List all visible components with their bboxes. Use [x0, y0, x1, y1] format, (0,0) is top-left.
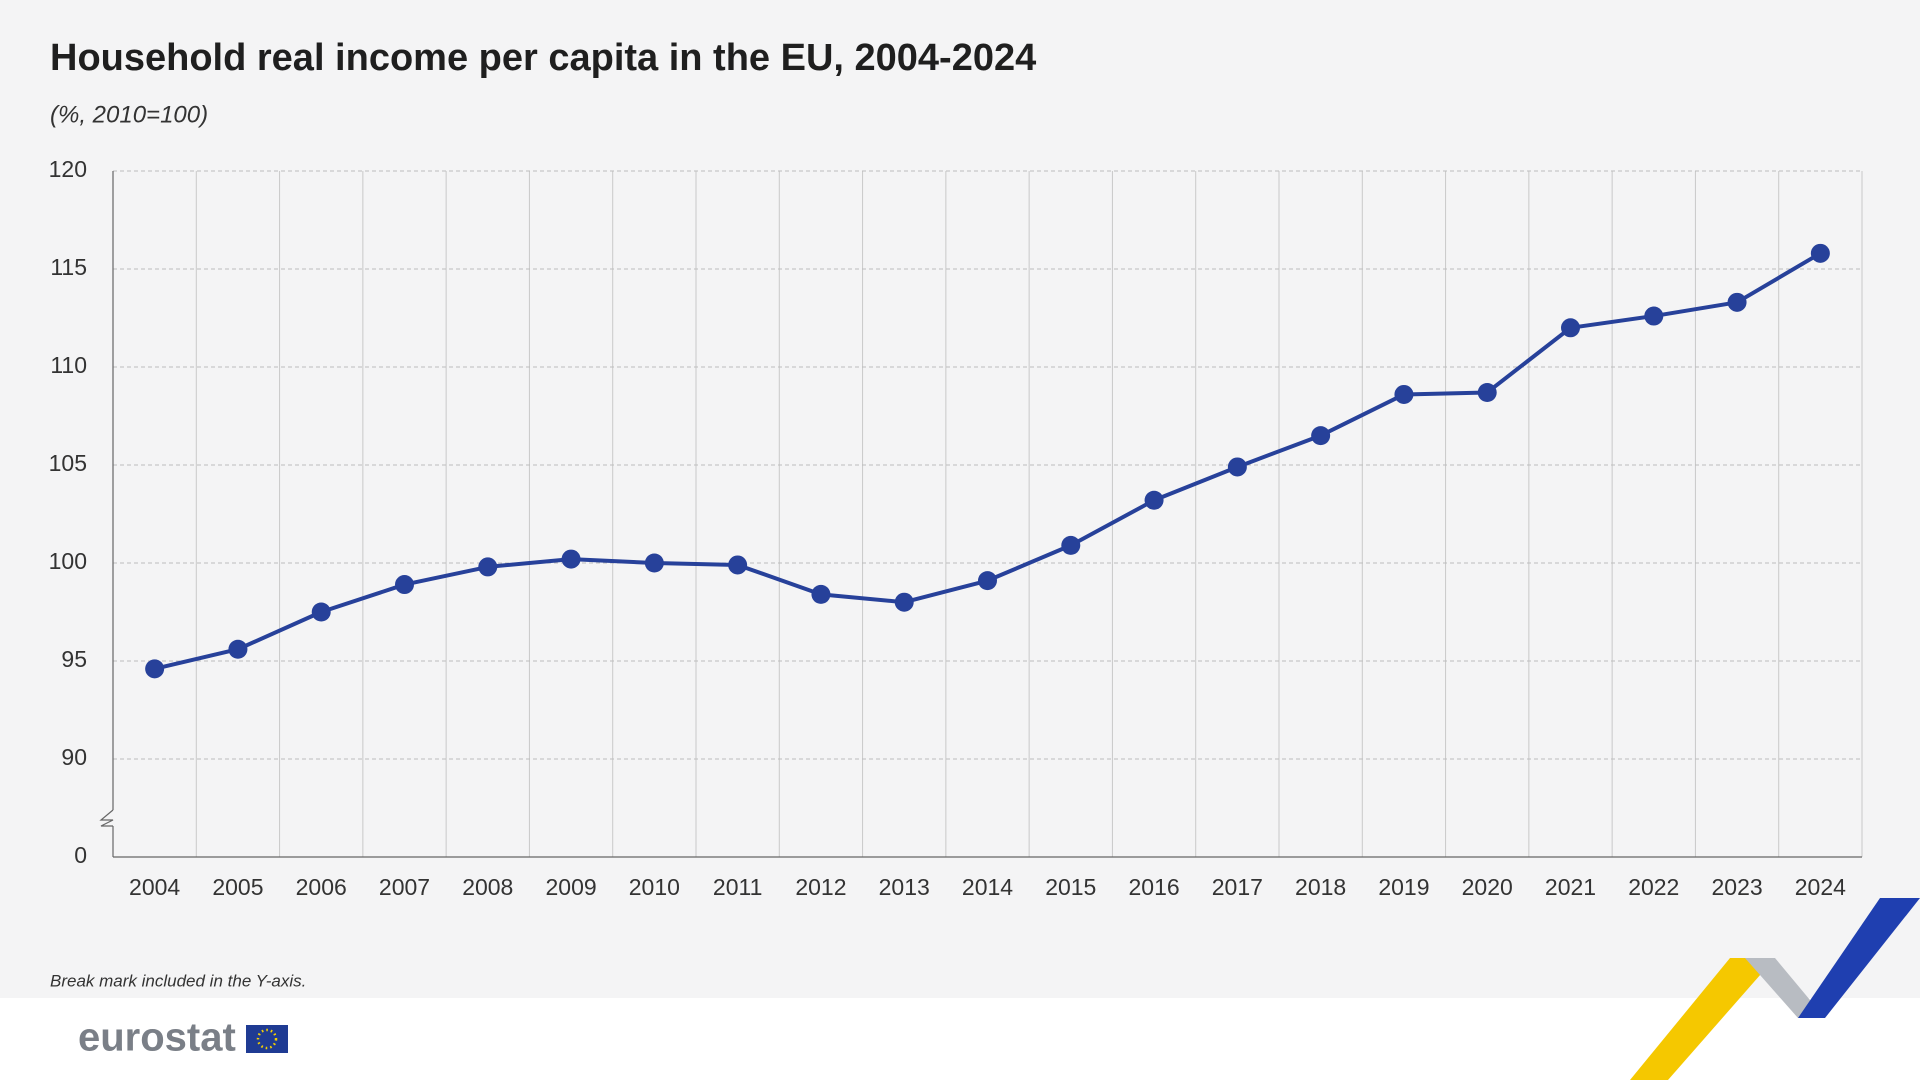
eu-flag — [246, 1025, 288, 1053]
y-tick-label: 115 — [50, 254, 87, 280]
data-point — [978, 571, 997, 591]
x-tick-label: 2016 — [1128, 874, 1179, 900]
x-tick-label: 2022 — [1628, 874, 1679, 900]
axis-break — [99, 809, 114, 827]
data-point — [1144, 490, 1164, 510]
x-tick-label: 2020 — [1462, 874, 1513, 900]
data-point — [311, 602, 331, 622]
chart-subtitle: (%, 2010=100) — [50, 101, 208, 128]
data-point — [1311, 426, 1331, 446]
x-tick-label: 2006 — [296, 874, 347, 900]
x-tick-label: 2007 — [379, 874, 430, 900]
data-point — [228, 639, 248, 659]
data-point — [644, 553, 664, 573]
data-point — [1727, 292, 1747, 312]
x-tick-label: 2024 — [1795, 874, 1846, 900]
data-point — [478, 557, 498, 577]
footer-band — [0, 998, 1920, 1080]
data-point — [1644, 306, 1664, 326]
y-tick-label: 120 — [49, 156, 87, 182]
decoration — [1630, 898, 1920, 1080]
y-tick-label: 105 — [49, 450, 87, 476]
data-point — [1477, 382, 1497, 402]
y-tick-label: 95 — [61, 646, 87, 672]
x-tick-label: 2019 — [1378, 874, 1429, 900]
data-point — [1394, 384, 1414, 404]
x-tick-label: 2018 — [1295, 874, 1346, 900]
data-point — [894, 592, 914, 612]
x-tick-label: 2013 — [879, 874, 930, 900]
footnote: Break mark included in the Y-axis. — [50, 971, 306, 990]
logo-text: eurostat — [78, 1016, 236, 1060]
data-point — [1810, 243, 1830, 263]
x-tick-label: 2012 — [795, 874, 846, 900]
y-tick-label: 100 — [49, 548, 87, 574]
data-point — [728, 555, 748, 575]
x-tick-label: 2021 — [1545, 874, 1596, 900]
x-tick-label: 2014 — [962, 874, 1013, 900]
x-tick-label: 2015 — [1045, 874, 1096, 900]
data-line — [154, 251, 1822, 671]
x-tick-label: 2005 — [212, 874, 263, 900]
x-tick-label: 2017 — [1212, 874, 1263, 900]
data-point — [1561, 318, 1580, 338]
chart-title: Household real income per capita in the … — [50, 37, 1036, 79]
data-point — [1061, 535, 1081, 555]
y-tick-label: 90 — [61, 744, 87, 770]
data-point — [145, 659, 165, 679]
y-tick-label: 0 — [74, 842, 87, 868]
x-tick-label: 2010 — [629, 874, 680, 900]
y-tick-label: 110 — [50, 352, 87, 378]
data-point — [561, 549, 581, 569]
data-point — [811, 584, 831, 604]
x-tick-label: 2023 — [1711, 874, 1762, 900]
x-tick-label: 2008 — [462, 874, 513, 900]
x-tick-label: 2004 — [129, 874, 180, 900]
x-tick-label: 2011 — [713, 874, 762, 900]
x-tick-label: 2009 — [545, 874, 596, 900]
data-point — [1227, 457, 1247, 477]
data-point — [395, 575, 414, 595]
